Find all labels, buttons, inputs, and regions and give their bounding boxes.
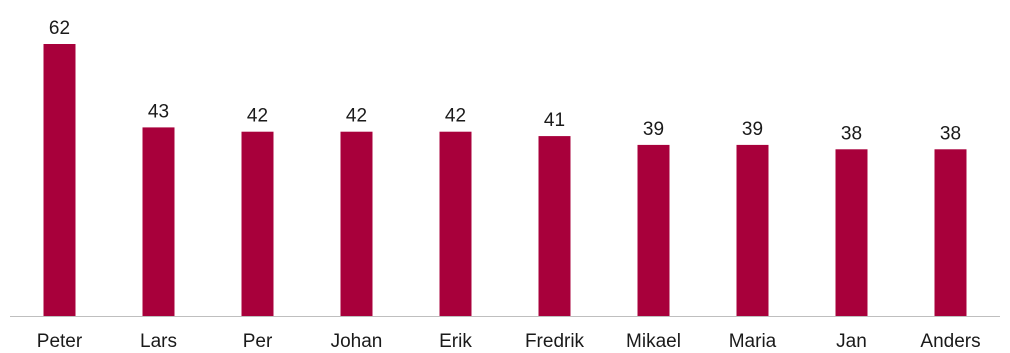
data-label-lars: 43: [148, 101, 169, 122]
bar-erik: [439, 131, 472, 316]
x-tick-label-maria: Maria: [729, 331, 777, 352]
bar-lars: [142, 127, 175, 317]
x-tick-label-jan: Jan: [836, 331, 867, 352]
data-label-maria: 39: [742, 119, 763, 140]
x-tick-label-anders: Anders: [920, 331, 980, 352]
bar-anders: [934, 149, 967, 316]
x-tick-label-per: Per: [243, 331, 273, 352]
x-tick-labels-group: Peter Lars Per Johan Erik Fredrik Mikael Maria J…: [37, 331, 981, 352]
bar-fredrik: [538, 136, 571, 316]
bar-jan: [835, 149, 868, 316]
bars-group: [43, 44, 967, 317]
bar-johan: [340, 131, 373, 316]
data-label-peter: 62: [49, 18, 70, 39]
x-tick-label-lars: Lars: [140, 331, 177, 352]
data-label-mikael: 39: [643, 119, 664, 140]
data-label-per: 42: [247, 106, 268, 127]
bar-peter: [43, 44, 76, 316]
data-label-erik: 42: [445, 106, 466, 127]
data-label-jan: 38: [841, 123, 862, 144]
x-tick-label-erik: Erik: [439, 331, 472, 352]
bar-per: [241, 131, 274, 316]
x-tick-label-peter: Peter: [37, 331, 83, 352]
x-tick-label-mikael: Mikael: [626, 331, 681, 352]
data-label-johan: 42: [346, 106, 367, 127]
x-tick-label-fredrik: Fredrik: [525, 331, 585, 352]
data-label-fredrik: 41: [544, 110, 565, 131]
data-labels-group: 62 43 42 42 42 41 39 39 38 38: [49, 18, 961, 144]
bar-maria: [736, 144, 769, 316]
x-tick-label-johan: Johan: [331, 331, 383, 352]
bar-mikael: [637, 144, 670, 316]
data-label-anders: 38: [940, 123, 961, 144]
